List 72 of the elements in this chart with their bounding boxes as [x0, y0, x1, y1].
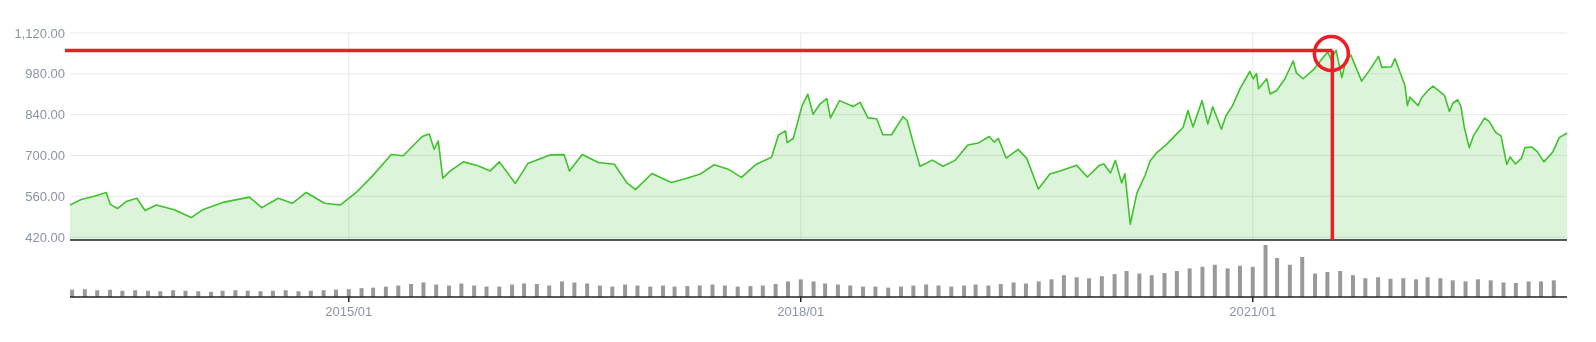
bar: [1036, 281, 1041, 297]
bar: [1225, 268, 1230, 297]
bar: [1488, 280, 1493, 297]
bar: [1124, 271, 1129, 297]
bar: [1526, 281, 1531, 297]
bar: [1338, 271, 1343, 297]
bar: [1162, 273, 1167, 297]
y-tick-label: 1,120.00: [14, 25, 65, 41]
bar: [534, 284, 539, 297]
bar: [1401, 278, 1406, 297]
x-tick-label: 2018/01: [777, 304, 825, 319]
y-tick-label: 700.00: [25, 148, 65, 163]
bar: [1475, 279, 1480, 297]
x-tick-label: 2021/01: [1229, 304, 1277, 319]
bar: [785, 281, 790, 297]
bar: [585, 283, 590, 297]
bar: [1061, 275, 1066, 297]
bar: [559, 281, 564, 297]
bar: [459, 283, 464, 297]
bar: [1450, 280, 1455, 297]
bar: [82, 289, 87, 297]
bar: [1275, 258, 1280, 297]
bar: [773, 284, 778, 297]
bar: [421, 282, 426, 297]
bar: [1074, 277, 1079, 297]
bar: [572, 282, 577, 297]
bar: [1551, 280, 1556, 297]
bar: [1087, 278, 1092, 297]
bar: [685, 286, 690, 297]
bar: [1099, 276, 1104, 297]
bar: [409, 284, 414, 297]
bar: [1237, 265, 1242, 297]
bar: [1325, 272, 1330, 297]
bar: [1414, 279, 1419, 297]
bar: [1463, 281, 1468, 297]
bar: [1011, 282, 1016, 297]
bar: [1513, 282, 1518, 297]
bar: [1212, 264, 1217, 297]
bar: [1174, 271, 1179, 297]
bar: [1350, 275, 1355, 297]
y-tick-label: 560.00: [25, 188, 65, 204]
bar: [1023, 283, 1028, 297]
bar: [1501, 282, 1506, 297]
bar: [1287, 264, 1292, 297]
bar: [1376, 277, 1381, 297]
bar: [1250, 266, 1255, 297]
bar: [748, 286, 753, 297]
y-tick-label: 840.00: [25, 107, 65, 123]
x-tick-label: 2015/01: [325, 304, 373, 319]
bar: [1112, 274, 1117, 297]
bar: [1300, 256, 1305, 297]
bar: [1539, 281, 1544, 297]
bar: [346, 289, 351, 297]
bar: [1049, 279, 1054, 297]
bar: [798, 279, 803, 297]
bar: [1313, 273, 1318, 297]
y-tick-label: 420.00: [25, 229, 65, 245]
bar: [1388, 278, 1393, 297]
bar: [823, 283, 828, 297]
bar: [998, 284, 1003, 297]
bar: [1263, 245, 1268, 297]
bar: [1149, 275, 1154, 297]
bar: [1200, 266, 1205, 297]
bar: [1187, 268, 1192, 297]
bar: [811, 281, 816, 297]
bar: [1438, 278, 1443, 297]
bar: [1363, 278, 1368, 297]
y-tick-label: 980.00: [25, 66, 65, 82]
bar: [522, 283, 527, 297]
bar: [1425, 277, 1430, 297]
bar: [1137, 273, 1142, 297]
bar: [359, 288, 364, 297]
